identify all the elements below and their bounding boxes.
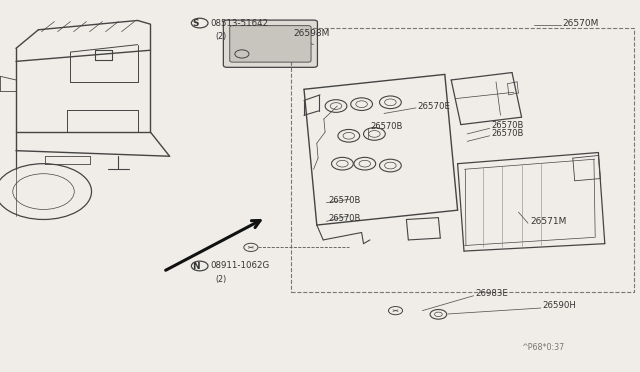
Text: (2): (2): [216, 275, 227, 284]
Text: 26570B: 26570B: [492, 129, 524, 138]
Text: 26571M: 26571M: [530, 217, 566, 226]
FancyBboxPatch shape: [223, 20, 317, 67]
Text: S: S: [193, 19, 199, 28]
Text: (2): (2): [216, 32, 227, 41]
Text: N: N: [192, 262, 200, 271]
Bar: [291, 28, 634, 292]
Text: 26570B: 26570B: [328, 196, 361, 205]
Text: 26570B: 26570B: [370, 122, 403, 131]
Text: 26598M: 26598M: [293, 29, 330, 38]
Text: 26570B: 26570B: [328, 214, 361, 223]
Text: 08513-51642: 08513-51642: [211, 19, 269, 28]
Text: 26570M: 26570M: [562, 19, 598, 28]
Text: 26570E: 26570E: [417, 102, 451, 110]
Text: 26590H: 26590H: [543, 301, 577, 310]
Text: 26983E: 26983E: [475, 289, 508, 298]
Text: 08911-1062G: 08911-1062G: [211, 262, 270, 270]
Text: 26570B: 26570B: [492, 121, 524, 130]
Text: ^P68*0:37: ^P68*0:37: [522, 343, 565, 352]
FancyBboxPatch shape: [230, 26, 311, 62]
